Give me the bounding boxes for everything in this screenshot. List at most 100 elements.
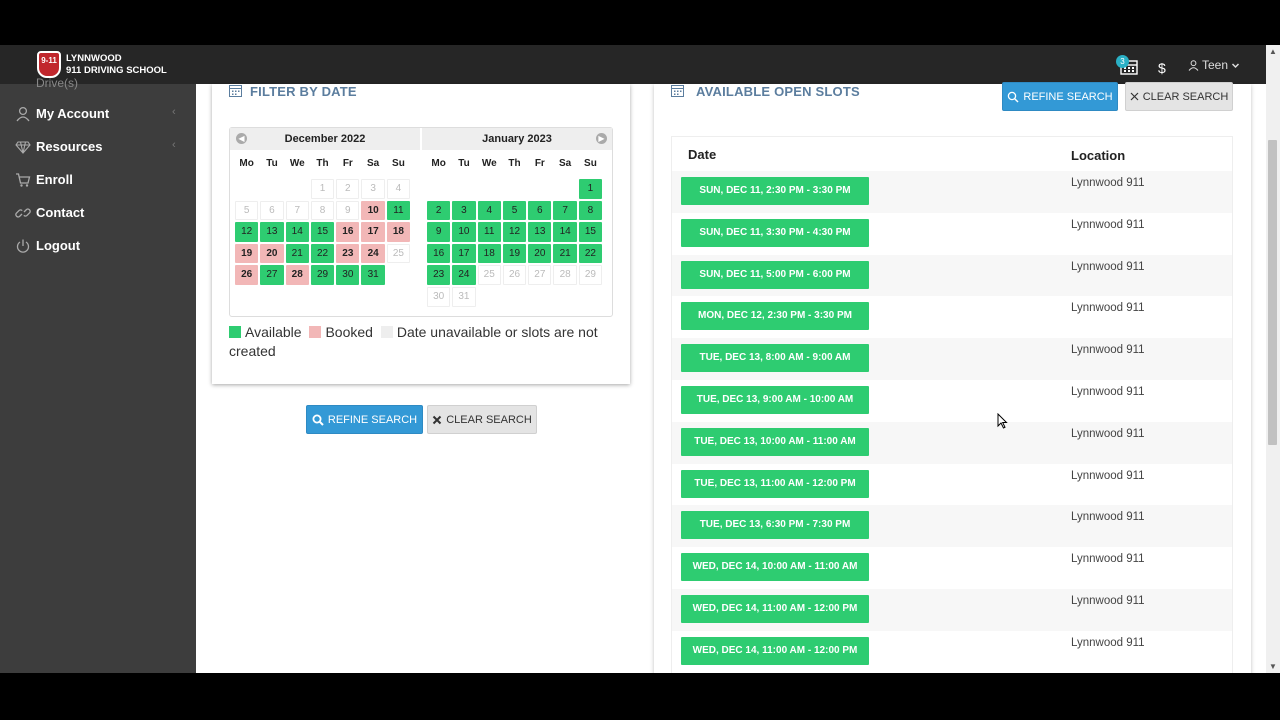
calendar-day[interactable]: 13 bbox=[528, 222, 552, 242]
calendar-day[interactable]: 12 bbox=[502, 222, 527, 242]
calendar-day[interactable]: 19 bbox=[235, 243, 259, 264]
calendar-day[interactable]: 29 bbox=[310, 265, 335, 285]
calendar-day[interactable]: 27 bbox=[260, 265, 284, 285]
calendar-day[interactable]: 3 bbox=[452, 200, 476, 221]
weekday-label: We bbox=[481, 158, 497, 169]
calendar-day[interactable]: 24 bbox=[361, 243, 385, 264]
calendar-day[interactable]: 31 bbox=[361, 265, 385, 285]
calendar-day[interactable]: 26 bbox=[235, 265, 259, 285]
calendar-day[interactable]: 4 bbox=[477, 200, 501, 221]
calendar-day[interactable]: 11 bbox=[386, 200, 411, 221]
dollar-icon[interactable]: $ bbox=[1158, 60, 1166, 76]
calendar-day[interactable]: 17 bbox=[361, 222, 385, 242]
column-header-location: Location bbox=[1071, 148, 1126, 163]
calendar-day[interactable]: 7 bbox=[553, 200, 577, 221]
calendar-day[interactable]: 5 bbox=[502, 200, 527, 221]
calendar-day[interactable]: 2 bbox=[427, 200, 451, 221]
calendar-day: 6 bbox=[260, 200, 284, 221]
scroll-up-icon[interactable]: ▲ bbox=[1269, 47, 1277, 56]
slots-title: AVAILABLE OPEN SLOTS bbox=[696, 84, 860, 99]
calendar-day[interactable]: 19 bbox=[502, 243, 527, 264]
calendar-day[interactable]: 1 bbox=[578, 179, 603, 199]
sidebar-item-resources[interactable]: Resources ‹ bbox=[0, 132, 196, 162]
calendar-day[interactable]: 21 bbox=[285, 243, 309, 264]
sidebar-item-logout[interactable]: Logout bbox=[0, 231, 196, 261]
calendar-day[interactable]: 14 bbox=[553, 222, 577, 242]
table-row: WED, DEC 14, 11:00 AM - 12:00 PM Lynnwood… bbox=[672, 631, 1232, 673]
calendar-day[interactable]: 15 bbox=[310, 222, 335, 242]
slot-button[interactable]: SUN, DEC 11, 5:00 PM - 6:00 PM bbox=[681, 260, 869, 289]
calendar-day[interactable]: 22 bbox=[310, 243, 335, 264]
refine-search-button[interactable]: REFINE SEARCH bbox=[1002, 82, 1118, 111]
brand-line-2: 911 DRIVING SCHOOL bbox=[66, 65, 167, 76]
slot-button[interactable]: WED, DEC 14, 11:00 AM - 12:00 PM bbox=[681, 595, 869, 623]
slot-button[interactable]: MON, DEC 12, 2:30 PM - 3:30 PM bbox=[681, 302, 869, 331]
calendar-day: 3 bbox=[361, 179, 385, 199]
calendar-day[interactable]: 11 bbox=[477, 222, 501, 242]
calendar-day[interactable]: 13 bbox=[260, 222, 284, 242]
sidebar-item-label: Contact bbox=[36, 205, 85, 220]
user-icon bbox=[16, 106, 30, 122]
calendar-day[interactable]: 8 bbox=[578, 200, 603, 221]
calendar-day[interactable]: 30 bbox=[336, 265, 360, 285]
calendar-day: 28 bbox=[553, 265, 577, 285]
calendar-day[interactable]: 20 bbox=[260, 243, 284, 264]
slot-button[interactable]: WED, DEC 14, 11:00 AM - 12:00 PM bbox=[681, 636, 869, 665]
slot-button[interactable]: WED, DEC 14, 10:00 AM - 11:00 AM bbox=[681, 553, 869, 582]
calendar-day[interactable]: 18 bbox=[386, 222, 411, 242]
sidebar-item-enroll[interactable]: Enroll bbox=[0, 165, 196, 195]
scrollbar-thumb[interactable] bbox=[1268, 140, 1277, 445]
sidebar-item-drives[interactable]: Drive(s) bbox=[36, 76, 78, 90]
calendar-day[interactable]: 9 bbox=[427, 222, 451, 242]
weekday-header: Mo Tu We Th Fr Sa Su bbox=[234, 158, 411, 169]
sidebar-item-contact[interactable]: Contact bbox=[0, 198, 196, 228]
calendar-day[interactable]: 16 bbox=[427, 243, 451, 264]
calendar-day[interactable]: 22 bbox=[578, 243, 603, 264]
button-label: CLEAR SEARCH bbox=[446, 413, 532, 426]
calendar-day[interactable]: 21 bbox=[553, 243, 577, 264]
slot-button[interactable]: TUE, DEC 13, 9:00 AM - 10:00 AM bbox=[681, 386, 869, 414]
weekday-label: Th bbox=[508, 158, 521, 169]
calendar-day[interactable]: 10 bbox=[361, 200, 385, 221]
table-row: SUN, DEC 11, 2:30 PM - 3:30 PM Lynnwood 9… bbox=[672, 171, 1232, 213]
prev-month-icon[interactable]: ◀ bbox=[236, 133, 247, 144]
calendar-icon bbox=[229, 85, 242, 97]
table-row: SUN, DEC 11, 5:00 PM - 6:00 PM Lynnwood 9… bbox=[672, 254, 1232, 297]
slot-button[interactable]: TUE, DEC 13, 10:00 AM - 11:00 AM bbox=[681, 427, 869, 456]
refine-search-button[interactable]: REFINE SEARCH bbox=[306, 405, 423, 434]
logo[interactable]: 9-11 bbox=[37, 51, 61, 78]
calendar-day[interactable]: 24 bbox=[452, 265, 476, 285]
calendar-day[interactable]: 28 bbox=[285, 265, 309, 285]
clear-search-button[interactable]: CLEAR SEARCH bbox=[427, 405, 537, 434]
calendar-day[interactable]: 6 bbox=[528, 200, 552, 221]
slot-button[interactable]: TUE, DEC 13, 8:00 AM - 9:00 AM bbox=[681, 344, 869, 373]
brand-name[interactable]: LYNNWOOD 911 DRIVING SCHOOL bbox=[66, 53, 167, 77]
slot-button[interactable]: SUN, DEC 11, 3:30 PM - 4:30 PM bbox=[681, 218, 869, 247]
month-header: December 2022 bbox=[230, 128, 420, 150]
scrollbar[interactable]: ▲ ▼ bbox=[1266, 45, 1280, 673]
next-month-icon[interactable]: ▶ bbox=[596, 133, 607, 144]
calendar-day[interactable]: 20 bbox=[528, 243, 552, 264]
top-navbar: 9-11 LYNNWOOD 911 DRIVING SCHOOL 3 $ Tee… bbox=[0, 45, 1280, 84]
slot-location: Lynnwood 911 bbox=[1071, 636, 1145, 649]
calendar-day: 8 bbox=[310, 200, 335, 221]
scroll-down-icon[interactable]: ▼ bbox=[1269, 662, 1277, 671]
slot-button[interactable]: SUN, DEC 11, 2:30 PM - 3:30 PM bbox=[681, 177, 869, 205]
calendar-day[interactable]: 15 bbox=[578, 222, 603, 242]
calendar-day[interactable]: 14 bbox=[285, 222, 309, 242]
slot-button[interactable]: TUE, DEC 13, 6:30 PM - 7:30 PM bbox=[681, 511, 869, 540]
calendar-day[interactable]: 12 bbox=[235, 222, 259, 242]
calendar-day[interactable]: 17 bbox=[452, 243, 476, 264]
sidebar-item-label: Resources bbox=[36, 139, 103, 154]
calendar-day[interactable]: 16 bbox=[336, 222, 360, 242]
calendar-day[interactable]: 18 bbox=[477, 243, 501, 264]
calendar-day[interactable]: 23 bbox=[427, 265, 451, 285]
sidebar-item-my-account[interactable]: My Account ‹ bbox=[0, 99, 196, 129]
calendar-day[interactable]: 10 bbox=[452, 222, 476, 242]
calendar-day[interactable]: 23 bbox=[336, 243, 360, 264]
slot-button[interactable]: TUE, DEC 13, 11:00 AM - 12:00 PM bbox=[681, 469, 869, 498]
clear-search-button[interactable]: CLEAR SEARCH bbox=[1125, 82, 1233, 111]
user-menu[interactable]: Teen bbox=[1188, 58, 1240, 72]
